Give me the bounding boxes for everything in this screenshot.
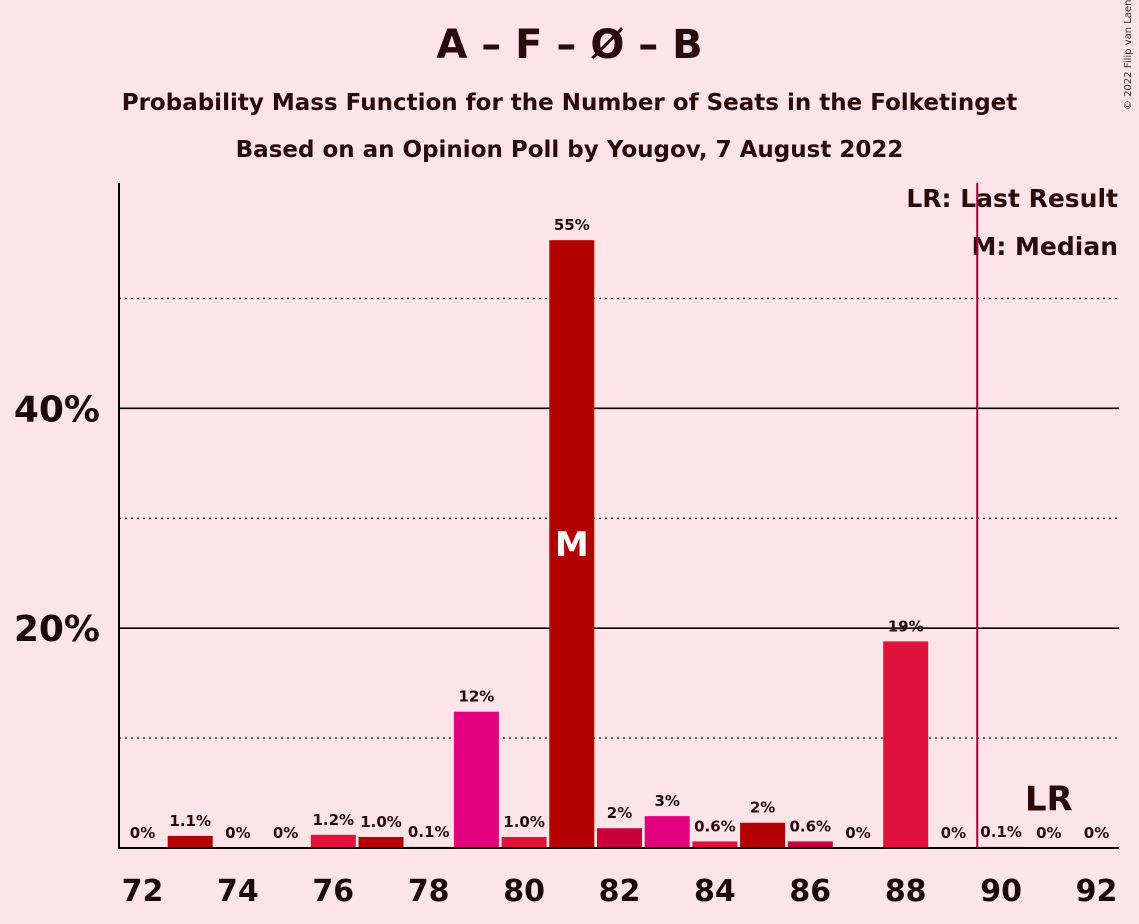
bar-value-label: 0.1%	[408, 823, 450, 841]
bar-value-label: 0.1%	[980, 823, 1022, 841]
bar-value-label: 55%	[554, 216, 590, 234]
bar	[167, 835, 213, 848]
x-tick-label: 86	[789, 874, 831, 909]
bar-value-label: 0%	[273, 824, 298, 842]
x-tick-label: 78	[408, 874, 450, 909]
x-tick-label: 92	[1076, 874, 1118, 909]
chart-subtitle-2: Based on an Opinion Poll by Yougov, 7 Au…	[235, 137, 904, 163]
bar	[501, 837, 547, 848]
x-tick-label: 82	[599, 874, 641, 909]
bar	[549, 240, 595, 848]
bar-value-label: 1.2%	[312, 811, 354, 829]
x-tick-label: 84	[694, 874, 736, 909]
bar-value-label: 1.0%	[503, 813, 545, 831]
x-tick-label: 80	[503, 874, 545, 909]
bar	[787, 841, 833, 848]
bar-value-label: 0%	[1036, 824, 1061, 842]
chart-subtitle-1: Probability Mass Function for the Number…	[121, 90, 1018, 116]
bar	[740, 822, 786, 848]
last-result-marker: LR	[1025, 780, 1073, 820]
bar-value-label: 1.1%	[169, 812, 211, 830]
legend-median: M: Median	[971, 232, 1118, 261]
x-tick-label: 88	[885, 874, 927, 909]
bar-value-label: 0.6%	[694, 817, 736, 835]
x-tick-label: 72	[122, 874, 164, 909]
x-tick-label: 90	[980, 874, 1022, 909]
bar-value-label: 3%	[654, 792, 679, 810]
bar-value-label: 12%	[458, 688, 494, 706]
bar	[644, 816, 690, 848]
bar-value-label: 2%	[750, 799, 775, 817]
bar-value-label: 19%	[888, 617, 924, 635]
legend-last-result: LR: Last Result	[906, 184, 1118, 213]
bar-value-label: 0%	[225, 824, 250, 842]
bar-value-label: 0%	[130, 824, 155, 842]
bar	[358, 837, 404, 848]
bar	[692, 841, 738, 848]
y-tick-label: 20%	[14, 609, 100, 650]
bar-value-label: 0%	[845, 824, 870, 842]
bar-value-label: 0.6%	[789, 817, 831, 835]
bar-value-label: 0%	[941, 824, 966, 842]
bar	[310, 834, 356, 848]
bar-value-label: 0%	[1084, 824, 1109, 842]
bar-value-label: 1.0%	[360, 813, 402, 831]
y-tick-label: 40%	[14, 389, 100, 430]
bar	[883, 641, 929, 848]
bar	[597, 828, 642, 848]
bar-value-label: 2%	[607, 804, 632, 822]
chart-title: A – F – Ø – B	[436, 22, 703, 68]
x-tick-label: 76	[312, 874, 354, 909]
x-tick-label: 74	[217, 874, 259, 909]
bar	[453, 711, 499, 848]
median-marker: M	[555, 525, 589, 565]
